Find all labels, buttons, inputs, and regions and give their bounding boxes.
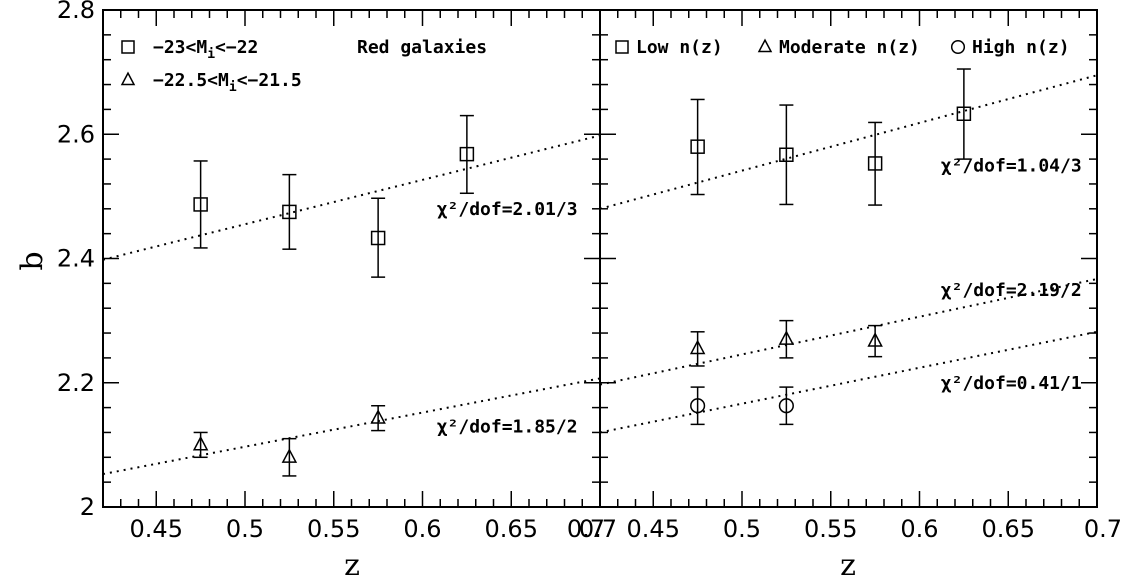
fit-annotation: χ²/dof=0.41/1 bbox=[941, 373, 1082, 394]
fit-line bbox=[102, 377, 601, 476]
x-tick-label: 0.55 bbox=[307, 515, 360, 543]
data-point bbox=[193, 197, 208, 212]
panel-frame-right bbox=[599, 9, 1098, 508]
annotations: χ²/dof=2.01/3 χ²/dof=1.85/2 χ²/dof=1.04/3 χ… bbox=[437, 156, 1082, 438]
data-point bbox=[779, 147, 794, 163]
legend-title: Red galaxies bbox=[357, 37, 487, 58]
y-tick-label: 2.8 bbox=[57, 0, 95, 24]
data-point bbox=[956, 106, 972, 121]
data-point bbox=[867, 332, 883, 347]
legend-label: Moderate n(z) bbox=[779, 37, 920, 58]
y-tick-label: 2.4 bbox=[57, 245, 95, 273]
error-bars bbox=[193, 68, 971, 477]
fit-line bbox=[599, 278, 1098, 386]
x-tick-label: 0.5 bbox=[723, 515, 761, 543]
legend-label: −23<Mi<−22 bbox=[153, 37, 258, 62]
data-point bbox=[690, 398, 706, 414]
data-point bbox=[690, 139, 705, 154]
legend-label: −22.5<Mi<−21.5 bbox=[153, 70, 302, 95]
y-tick-label: 2 bbox=[80, 493, 95, 521]
data-markers bbox=[192, 106, 972, 463]
legend-marker bbox=[757, 38, 773, 53]
fit-annotation: χ²/dof=2.19/2 bbox=[941, 280, 1082, 301]
data-point bbox=[778, 330, 795, 345]
data-point bbox=[281, 448, 298, 463]
legend-marker bbox=[615, 40, 629, 54]
fit-line bbox=[102, 134, 601, 261]
fit-line bbox=[599, 74, 1098, 210]
y-tick-label: 2.2 bbox=[57, 369, 95, 397]
y-axis-label: b bbox=[15, 251, 50, 270]
data-point bbox=[778, 398, 794, 414]
x-tick-label: 0.65 bbox=[485, 515, 538, 543]
legends: −23<Mi<−22 −22.5<Mi<−21.5 Red galaxies Low … bbox=[120, 37, 1070, 95]
x-tick-label: 0.7 bbox=[567, 515, 605, 543]
x-tick-label: 0.6 bbox=[403, 515, 441, 543]
fit-annotation: χ²/dof=1.85/2 bbox=[437, 416, 578, 437]
x-tick-label: 0.7 bbox=[579, 515, 617, 543]
axis-ticks bbox=[102, 9, 1098, 508]
fit-annotation: χ²/dof=2.01/3 bbox=[437, 199, 578, 220]
x-tick-label: 0.45 bbox=[130, 515, 183, 543]
data-point bbox=[370, 230, 386, 246]
x-axis-label-left: z bbox=[344, 548, 360, 578]
legend-marker bbox=[121, 40, 135, 54]
legend-label: Low n(z) bbox=[636, 37, 723, 58]
x-tick-label: 0.7 bbox=[1084, 515, 1122, 543]
x-tick-label: 0.6 bbox=[900, 515, 938, 543]
fit-annotation: χ²/dof=1.04/3 bbox=[941, 156, 1082, 177]
data-point bbox=[459, 146, 475, 162]
data-point bbox=[192, 435, 209, 451]
data-point bbox=[282, 204, 297, 220]
x-tick-label: 0.65 bbox=[982, 515, 1035, 543]
fit-lines bbox=[102, 74, 1098, 476]
legend-marker bbox=[950, 39, 966, 55]
x-tick-label: 0.45 bbox=[627, 515, 680, 543]
data-point bbox=[370, 409, 386, 424]
legend-label: High n(z) bbox=[972, 37, 1070, 58]
y-tick-label: 2.6 bbox=[57, 120, 95, 148]
fit-line bbox=[599, 330, 1098, 434]
data-point bbox=[867, 156, 883, 171]
x-tick-label: 0.55 bbox=[804, 515, 857, 543]
data-point bbox=[689, 339, 706, 355]
x-tick-label: 0.5 bbox=[226, 515, 264, 543]
legend-marker bbox=[120, 71, 136, 86]
x-axis-label-right: z bbox=[840, 548, 856, 578]
tick-labels: 0.45 0.5 0.55 0.6 0.65 0.7 2 2.2 2.4 2.6 2.8 0.7 0.4… bbox=[57, 0, 1122, 543]
